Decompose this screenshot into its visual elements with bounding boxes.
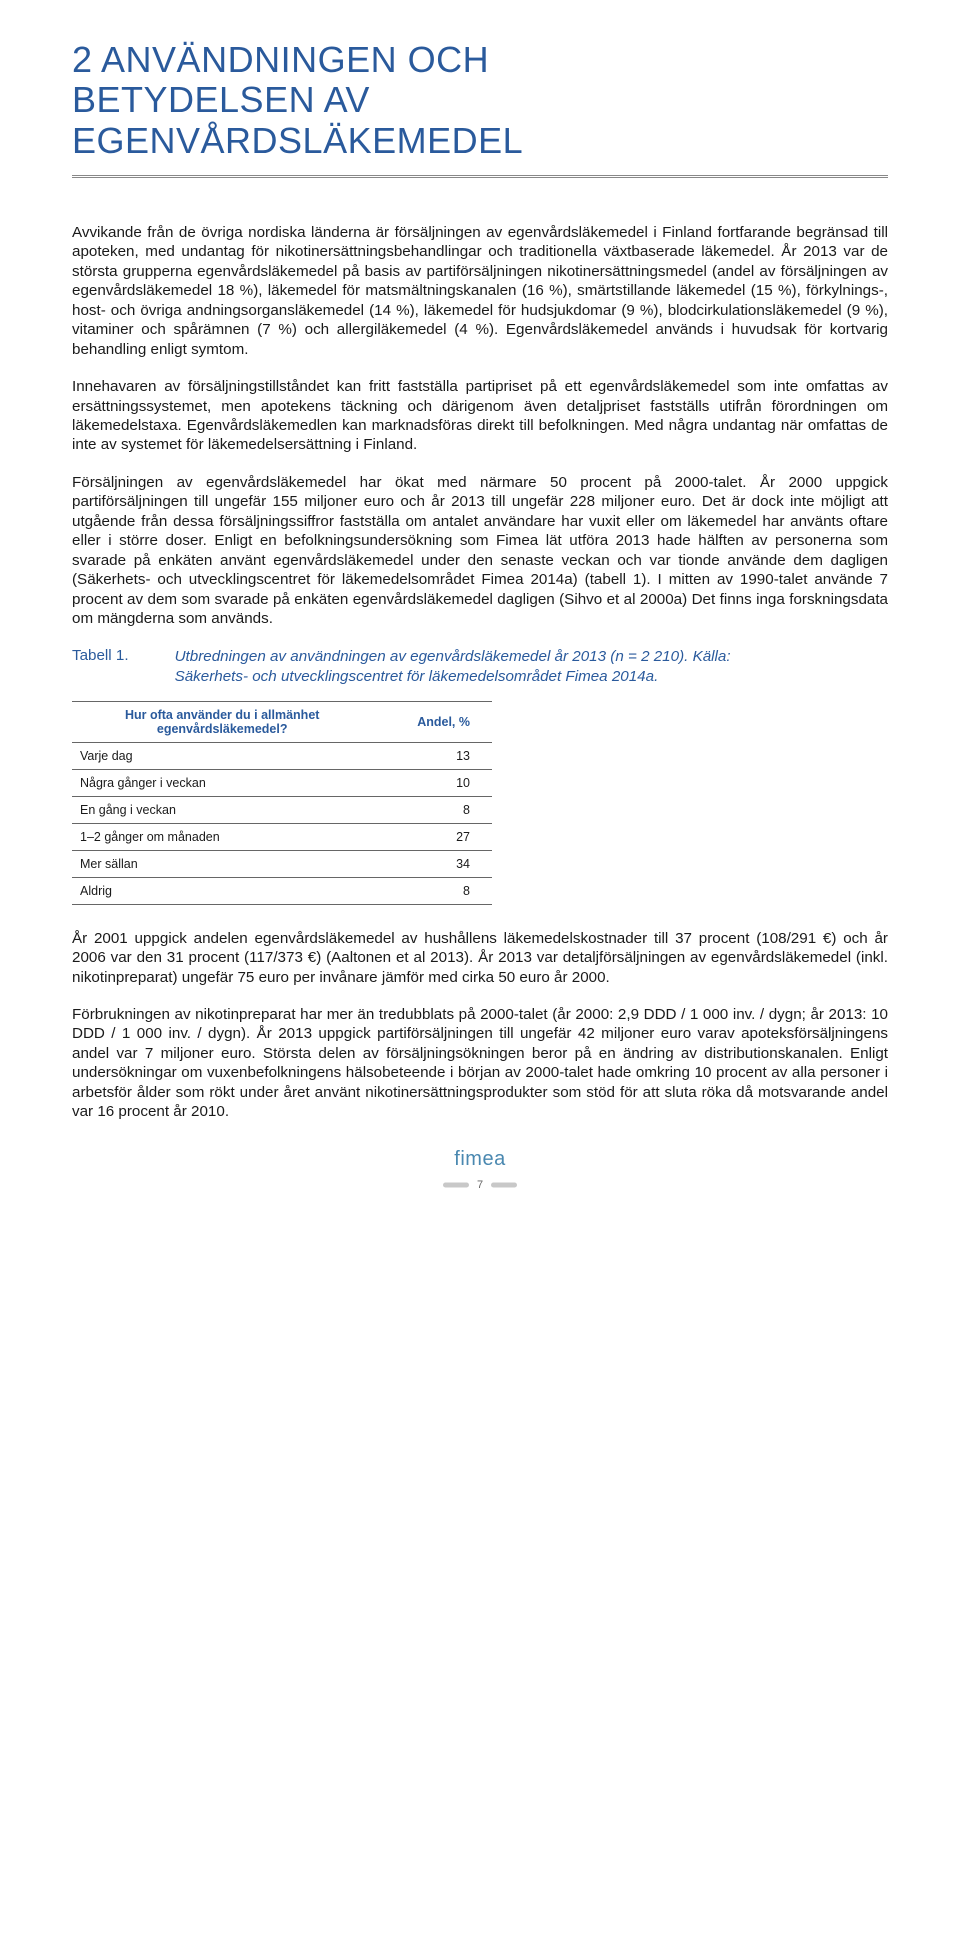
paragraph-3: Försäljningen av egenvårdsläkemedel har … [72, 473, 888, 629]
paragraph-1: Avvikande från de övriga nordiska länder… [72, 223, 888, 359]
table-cell-value: 8 [374, 796, 492, 823]
table-1-caption-row: Tabell 1. Utbredningen av användningen a… [72, 647, 888, 687]
table-row: En gång i veckan 8 [72, 796, 492, 823]
page-number: 7 [477, 1179, 483, 1191]
table-cell-label: Mer sällan [72, 850, 374, 877]
paragraph-2: Innehavaren av försäljningstillståndet k… [72, 377, 888, 455]
table-cell-value: 10 [374, 769, 492, 796]
table-1-label: Tabell 1. [72, 647, 129, 664]
table-cell-label: Varje dag [72, 742, 374, 769]
table-cell-label: Aldrig [72, 877, 374, 904]
table-row: 1–2 gånger om månaden 27 [72, 823, 492, 850]
heading-line-3: EGENVÅRDSLÄKEMEDEL [72, 120, 523, 161]
table-cell-value: 8 [374, 877, 492, 904]
section-heading: 2 ANVÄNDNINGEN OCH BETYDELSEN AV EGENVÅR… [72, 40, 888, 161]
table-row: Några gånger i veckan 10 [72, 769, 492, 796]
table-1-caption: Utbredningen av användningen av egenvård… [175, 647, 765, 687]
table-cell-label: En gång i veckan [72, 796, 374, 823]
table-row: Varje dag 13 [72, 742, 492, 769]
paragraph-5: Förbrukningen av nikotinpreparat har mer… [72, 1005, 888, 1122]
heading-line-1: 2 ANVÄNDNINGEN OCH [72, 39, 489, 80]
table-row: Aldrig 8 [72, 877, 492, 904]
table-row: Mer sällan 34 [72, 850, 492, 877]
table-cell-label: 1–2 gånger om månaden [72, 823, 374, 850]
fimea-logo: fimea [72, 1148, 888, 1171]
table-1: Hur ofta använder du i allmänhet egenvår… [72, 701, 492, 905]
page-footer: fimea 7 [72, 1148, 888, 1193]
table-1-col-header-question: Hur ofta använder du i allmänhet egenvår… [72, 701, 374, 742]
table-cell-value: 34 [374, 850, 492, 877]
heading-line-2: BETYDELSEN AV [72, 79, 370, 120]
heading-rule [72, 175, 888, 179]
table-cell-value: 13 [374, 742, 492, 769]
table-1-col-header-percent: Andel, % [374, 701, 492, 742]
table-cell-value: 27 [374, 823, 492, 850]
table-cell-label: Några gånger i veckan [72, 769, 374, 796]
paragraph-4: År 2001 uppgick andelen egenvårdsläkemed… [72, 929, 888, 987]
